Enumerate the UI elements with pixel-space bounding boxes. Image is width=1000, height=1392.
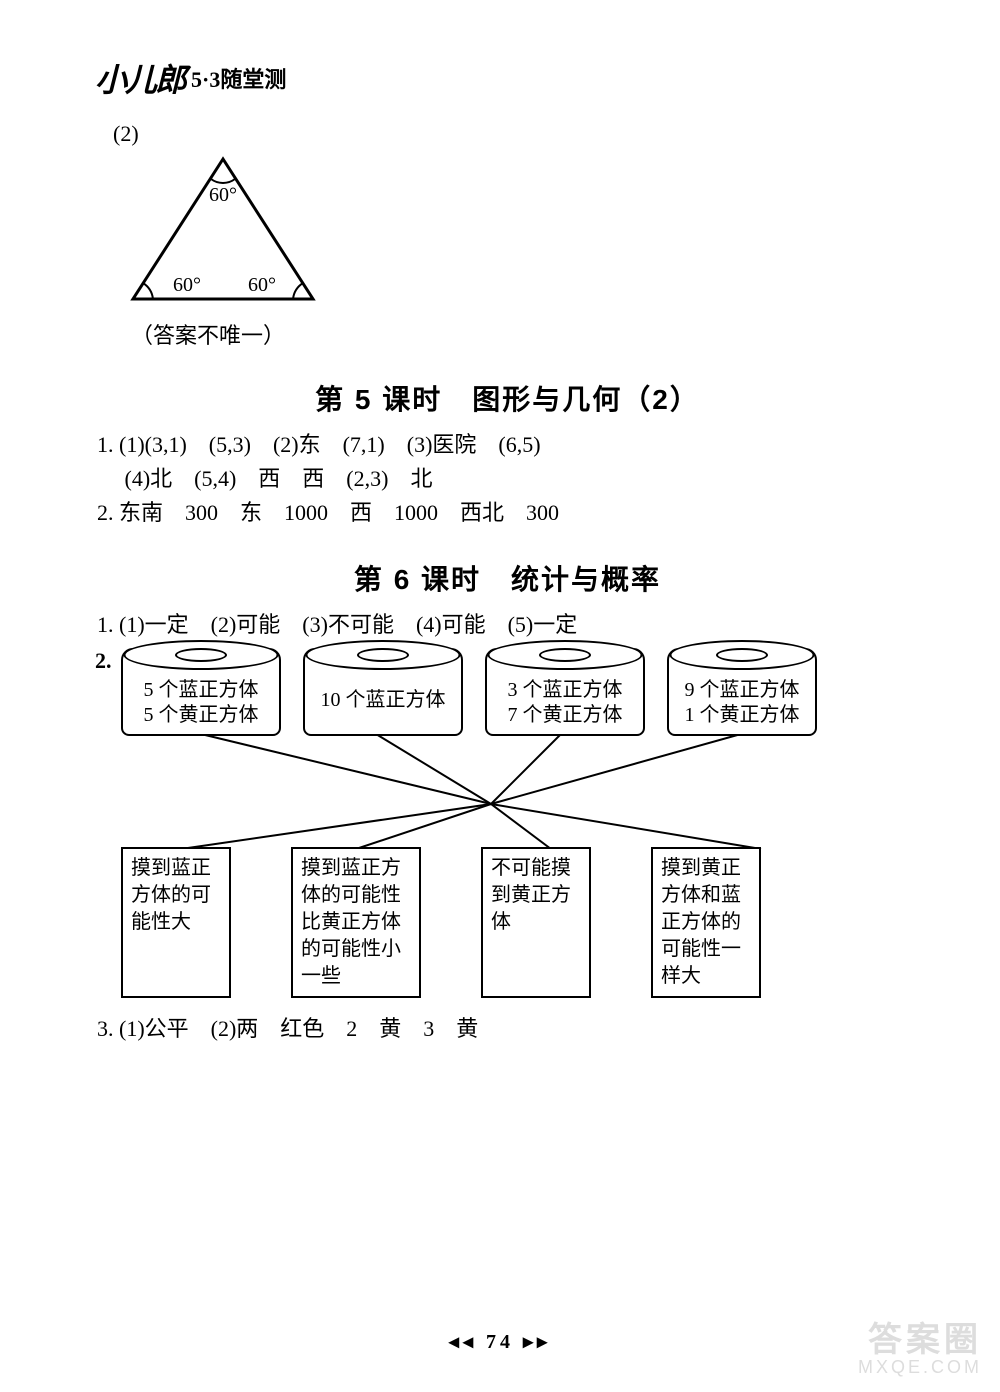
triangle-note: （答案不唯一） bbox=[131, 318, 920, 350]
watermark: 答案圈 MXQE.COM bbox=[858, 1312, 982, 1378]
brand-logo: 小儿郎 bbox=[95, 55, 185, 101]
matching-edges bbox=[121, 734, 851, 849]
cylinder-4: 9 个蓝正方体1 个黄正方体 bbox=[667, 648, 817, 736]
section5-line2: (4)北 (5,4) 西 西 (2,3) 北 bbox=[97, 462, 920, 496]
triangle-svg: 60° 60° 60° bbox=[113, 149, 333, 314]
triangle-answer: (2) 60° 60° 60° （答案不唯一） bbox=[113, 121, 920, 350]
watermark-line1: 答案圈 bbox=[858, 1312, 982, 1361]
q2-diagram: 2. 5 个蓝正方体5 个黄正方体 10 个蓝正方体 3 个蓝正方体7 个黄正方… bbox=[95, 648, 920, 998]
section6-line3: 3. (1)公平 (2)两 红色 2 黄 3 黄 bbox=[97, 1012, 920, 1046]
watermark-line2: MXQE.COM bbox=[858, 1357, 982, 1378]
brand-tag: 5·3随堂测 bbox=[191, 62, 286, 94]
page-number: ◂◂ 74 ▸▸ bbox=[0, 1329, 1000, 1354]
angle-right: 60° bbox=[248, 274, 276, 296]
section5-line3: 2. 东南 300 东 1000 西 1000 西北 300 bbox=[97, 496, 920, 530]
q2-label: 2. bbox=[95, 648, 121, 674]
result-box-3: 不可能摸到黄正方体 bbox=[481, 847, 591, 998]
cylinder-2: 10 个蓝正方体 bbox=[303, 648, 463, 736]
result-box-2: 摸到蓝正方体的可能性比黄正方体的可能性小一些 bbox=[291, 847, 421, 998]
result-box-1: 摸到蓝正方体的可能性大 bbox=[121, 847, 231, 998]
section5-line1: 1. (1)(3,1) (5,3) (2)东 (7,1) (3)医院 (6,5) bbox=[97, 428, 920, 462]
section6-title: 第 6 课时 统计与概率 bbox=[95, 558, 920, 598]
cylinder-3: 3 个蓝正方体7 个黄正方体 bbox=[485, 648, 645, 736]
result-box-4: 摸到黄正方体和蓝正方体的可能性一样大 bbox=[651, 847, 761, 998]
section6-line1: 1. (1)一定 (2)可能 (3)不可能 (4)可能 (5)一定 bbox=[97, 608, 920, 642]
angle-left: 60° bbox=[173, 274, 201, 296]
angle-top: 60° bbox=[209, 184, 237, 206]
question-label: (2) bbox=[113, 121, 139, 146]
section5-title: 第 5 课时 图形与几何（2） bbox=[95, 378, 920, 418]
cylinder-1: 5 个蓝正方体5 个黄正方体 bbox=[121, 648, 281, 736]
cylinder-row: 5 个蓝正方体5 个黄正方体 10 个蓝正方体 3 个蓝正方体7 个黄正方体 9… bbox=[121, 648, 920, 736]
header: 小儿郎 5·3随堂测 bbox=[95, 55, 920, 101]
box-row: 摸到蓝正方体的可能性大 摸到蓝正方体的可能性比黄正方体的可能性小一些 不可能摸到… bbox=[121, 847, 920, 998]
